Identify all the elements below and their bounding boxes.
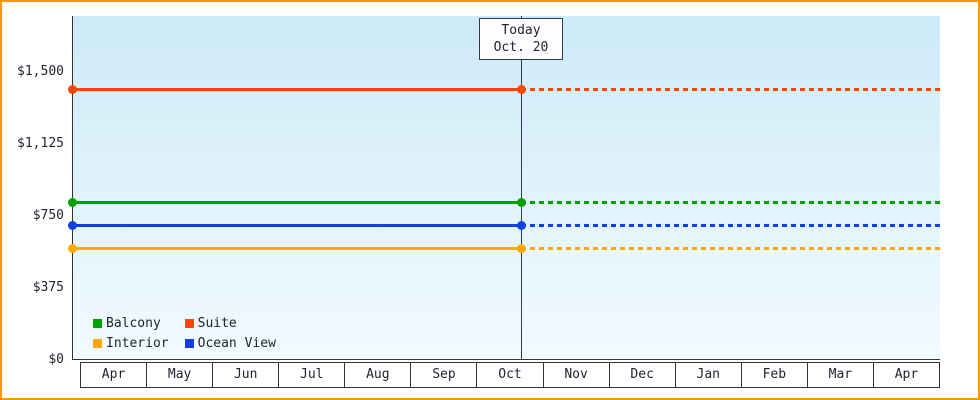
series-start-dot-suite (68, 84, 77, 94)
month-cell: Jul (278, 362, 346, 388)
today-label-line2: Oct. 20 (493, 40, 549, 55)
series-forecast-line-suite (521, 87, 941, 91)
month-cell: Jun (212, 362, 280, 388)
month-cell: Aug (344, 362, 412, 388)
suite-swatch-icon (184, 319, 194, 328)
today-label-box: Today Oct. 20 (479, 18, 563, 60)
balcony-swatch-icon (93, 319, 102, 328)
month-cell: Dec (608, 362, 676, 388)
legend-label: Interior (106, 336, 169, 351)
month-cell: Apr (872, 362, 941, 388)
month-cell: Nov (542, 362, 610, 388)
y-tick-label: $750 (32, 208, 64, 223)
legend-label: Suite (197, 316, 237, 331)
legend-label: Balcony (106, 316, 161, 331)
interior-swatch-icon (93, 339, 102, 348)
month-cell: Apr (80, 362, 148, 388)
y-tick-label: $0 (48, 352, 64, 367)
legend-item-balcony: Balcony (93, 316, 169, 331)
series-forecast-line-ocean-view (521, 224, 941, 228)
legend-label: Ocean View (197, 336, 276, 351)
series-line-balcony (73, 201, 521, 205)
series-today-dot-suite (516, 84, 526, 94)
legend-item-suite: Suite (184, 316, 276, 331)
legend: Balcony Suite Interior Ocean View (93, 316, 276, 351)
y-tick-label: $375 (32, 280, 64, 295)
series-line-interior (73, 247, 521, 251)
legend-item-ocean-view: Ocean View (184, 336, 276, 351)
series-forecast-line-balcony (521, 201, 941, 205)
legend-item-interior: Interior (93, 336, 169, 351)
plot-area: Today Oct. 20 Balcony Suite Interior Ocean … (68, 16, 941, 360)
ocean-view-swatch-icon (184, 339, 194, 348)
series-start-dot-interior (68, 244, 77, 254)
series-line-ocean-view (73, 224, 521, 228)
today-line (520, 16, 522, 359)
month-cell: Oct (476, 362, 544, 388)
month-cell: Mar (806, 362, 874, 388)
today-label-line1: Today (501, 23, 541, 38)
series-start-dot-ocean-view (68, 221, 77, 231)
series-line-suite (73, 87, 521, 91)
series-today-dot-ocean-view (516, 221, 526, 231)
series-start-dot-balcony (68, 198, 77, 208)
month-cell: Jan (674, 362, 742, 388)
month-cell: Feb (740, 362, 808, 388)
series-today-dot-interior (516, 244, 526, 254)
y-tick-label: $1,500 (17, 64, 64, 79)
y-tick-label: $1,125 (17, 136, 64, 151)
month-cell: Sep (410, 362, 478, 388)
series-today-dot-balcony (516, 198, 526, 208)
month-cell: May (146, 362, 214, 388)
x-axis: Apr May Jun Jul Aug Sep Oct Nov Dec Jan Feb Mar Apr (80, 362, 941, 388)
series-forecast-line-interior (521, 247, 941, 251)
